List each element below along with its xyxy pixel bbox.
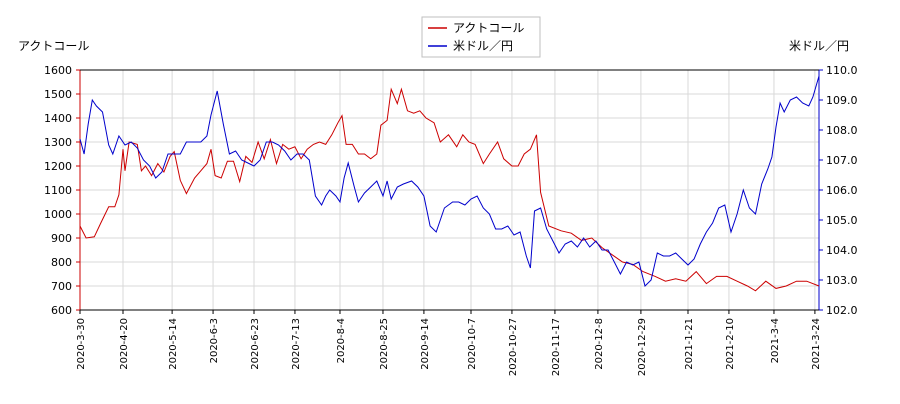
right-tick-label-4: 106.0 bbox=[826, 184, 858, 197]
x-tick-label-17: 2021-3-24 bbox=[811, 318, 822, 370]
x-tick-label-13: 2020-12-29 bbox=[637, 318, 648, 376]
x-tick-label-6: 2020-8-4 bbox=[336, 318, 347, 363]
right-tick-label-6: 108.0 bbox=[826, 124, 858, 137]
left-tick-label-7: 1300 bbox=[44, 136, 72, 149]
left-tick-label-3: 900 bbox=[51, 232, 72, 245]
x-tick-label-7: 2020-8-25 bbox=[379, 318, 390, 370]
x-tick-label-11: 2020-11-17 bbox=[551, 318, 562, 376]
x-tick-label-0: 2020-3-30 bbox=[76, 318, 87, 370]
series-line-series2 bbox=[79, 75, 820, 287]
left-tick-label-4: 1000 bbox=[44, 208, 72, 221]
axes bbox=[76, 69, 823, 314]
right-tick-label-8: 110.0 bbox=[826, 64, 858, 77]
series-line-series1 bbox=[79, 87, 820, 292]
series-lines bbox=[79, 75, 820, 292]
x-tick-label-9: 2020-10-7 bbox=[467, 318, 478, 370]
legend: アクトコール 米ドル／円 bbox=[421, 16, 541, 58]
grid-lines bbox=[79, 69, 819, 311]
x-tick-label-16: 2021-3-4 bbox=[770, 318, 781, 363]
right-tick-label-7: 109.0 bbox=[826, 94, 858, 107]
left-tick-label-0: 600 bbox=[51, 304, 72, 317]
right-tick-label-0: 102.0 bbox=[826, 304, 858, 317]
x-tick-label-2: 2020-5-14 bbox=[168, 318, 179, 370]
left-tick-label-5: 1100 bbox=[44, 184, 72, 197]
right-tick-label-5: 107.0 bbox=[826, 154, 858, 167]
right-tick-label-1: 103.0 bbox=[826, 274, 858, 287]
legend-label-series2: 米ドル／円 bbox=[453, 39, 513, 53]
tick-labels: 600 700 800 900 1000 1100 1200 1300 1400 1500 1600… bbox=[44, 64, 858, 376]
legend-label-series1: アクトコール bbox=[453, 21, 524, 35]
x-tick-label-15: 2021-2-10 bbox=[725, 318, 736, 370]
x-tick-label-12: 2020-12-8 bbox=[594, 318, 605, 370]
x-tick-label-3: 2020-6-3 bbox=[209, 318, 220, 363]
left-tick-label-1: 700 bbox=[51, 280, 72, 293]
x-tick-label-10: 2020-10-27 bbox=[508, 318, 519, 376]
left-tick-label-8: 1400 bbox=[44, 112, 72, 125]
x-tick-label-1: 2020-4-20 bbox=[119, 318, 130, 370]
right-tick-label-2: 104.0 bbox=[826, 244, 858, 257]
right-axis-label: 米ドル／円 bbox=[789, 39, 849, 53]
x-tick-label-14: 2021-1-21 bbox=[684, 318, 695, 370]
x-tick-label-8: 2020-9-14 bbox=[420, 318, 431, 370]
left-tick-label-6: 1200 bbox=[44, 160, 72, 173]
left-axis-label: アクトコール bbox=[18, 39, 89, 53]
left-tick-label-9: 1500 bbox=[44, 88, 72, 101]
left-tick-label-2: 800 bbox=[51, 256, 72, 269]
legend-box bbox=[421, 16, 541, 58]
x-tick-label-4: 2020-6-23 bbox=[250, 318, 261, 370]
left-tick-label-10: 1600 bbox=[44, 64, 72, 77]
x-tick-label-5: 2020-7-13 bbox=[291, 318, 302, 370]
right-tick-label-3: 105.0 bbox=[826, 214, 858, 227]
